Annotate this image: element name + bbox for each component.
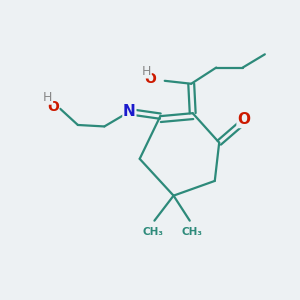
Text: N: N <box>123 104 136 119</box>
Text: CH₃: CH₃ <box>142 226 164 237</box>
Text: O: O <box>237 112 250 128</box>
Text: O: O <box>145 72 157 86</box>
Text: O: O <box>47 100 59 114</box>
Text: CH₃: CH₃ <box>182 226 203 237</box>
Text: H: H <box>142 65 151 78</box>
Text: H: H <box>43 91 52 104</box>
